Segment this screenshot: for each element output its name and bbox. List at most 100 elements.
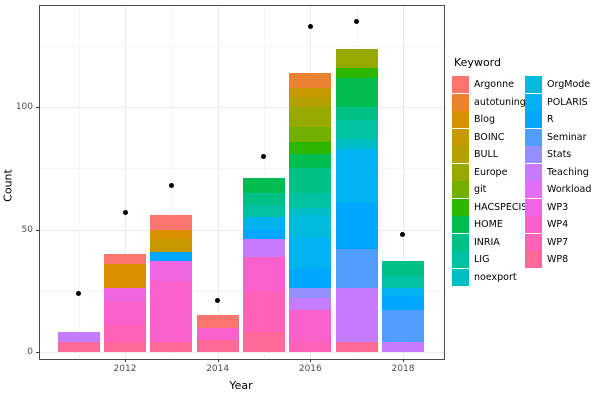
legend-swatch-Teaching — [525, 163, 542, 181]
bar-2013 — [150, 214, 193, 352]
bar-segment-2016-HOME — [289, 153, 332, 169]
legend-swatch-noexport — [452, 268, 469, 286]
bar-segment-2017-HOME — [335, 77, 378, 108]
legend-label-WP4: WP4 — [547, 219, 569, 231]
bar-segment-2013-BOINC — [150, 239, 193, 252]
point-2013 — [168, 183, 174, 189]
gridline-y-minor-75 — [40, 168, 444, 170]
bar-segment-2012-Argonne — [104, 254, 146, 264]
legend-label-WP3: WP3 — [547, 201, 569, 213]
bar-segment-2017-POLARIS — [335, 148, 378, 203]
bar-segment-2013-WP8 — [150, 342, 193, 352]
bar-segment-2012-WP7 — [104, 325, 146, 343]
y-axis-title: Count — [1, 169, 15, 202]
x-tick-2016 — [310, 359, 312, 362]
bar-segment-2016-BULL — [289, 97, 332, 108]
legend-swatch-Argonne — [452, 76, 469, 94]
legend-label-autotuning: autotuning — [474, 96, 526, 108]
legend-swatch-autotuning — [452, 93, 469, 111]
bar-segment-2018-Teaching — [381, 342, 424, 352]
legend-label-Workload: Workload — [547, 184, 592, 196]
point-2018 — [400, 232, 406, 238]
legend-swatch-WP3 — [525, 198, 542, 216]
bar-segment-2012-Blog — [104, 263, 146, 289]
x-tick-2014 — [217, 359, 219, 362]
bar-segment-2017-noexport — [335, 139, 378, 149]
bar-segment-2016-Europe — [289, 107, 332, 127]
point-2012 — [122, 210, 128, 216]
bar-segment-2011-Teaching — [57, 332, 100, 343]
x-tick-label-2014: 2014 — [206, 364, 230, 374]
gridline-y-minor-25 — [40, 290, 444, 292]
legend-swatch-BOINC — [452, 128, 469, 146]
x-tick-2018 — [402, 359, 404, 362]
bar-segment-2017-Europe — [335, 48, 378, 69]
legend-item-Europe: Europe — [452, 163, 525, 182]
legend-item-OrgMode: OrgMode — [525, 76, 591, 94]
legend: Keyword Argonne autotuning Blog BOINC BULL Eu… — [452, 56, 598, 286]
y-tick-label-0: 0 — [27, 347, 33, 357]
point-2014 — [215, 298, 221, 304]
x-axis-title: Year — [229, 379, 253, 392]
bar-segment-2015-WP8 — [242, 332, 285, 352]
legend-swatch-BULL — [452, 146, 469, 164]
bar-segment-2018-Seminar — [381, 310, 424, 343]
bar-segment-2014-WP8 — [196, 339, 239, 352]
legend-column-2: OrgMode POLARIS R Seminar Stats Teaching Workl… — [525, 76, 591, 286]
bar-segment-2015-WP4 — [242, 256, 285, 291]
legend-swatch-INRIA — [452, 233, 469, 251]
legend-item-POLARIS: POLARIS — [525, 93, 591, 112]
legend-label-LIG: LIG — [474, 254, 490, 266]
legend-item-noexport: noexport — [452, 268, 525, 287]
legend-swatch-HACSPECIS — [452, 198, 469, 216]
bar-segment-2016-INRIA — [289, 168, 332, 193]
legend-column-1: Argonne autotuning Blog BOINC BULL Europe git H… — [452, 76, 528, 287]
bar-segment-2015-WP7 — [242, 290, 285, 333]
bar-2017 — [335, 48, 378, 352]
bar-2011 — [57, 332, 100, 352]
y-tick-label-100: 100 — [15, 102, 33, 113]
bar-segment-2012-WP3 — [104, 288, 146, 301]
legend-item-INRIA: INRIA — [452, 233, 525, 252]
legend-label-WP7: WP7 — [547, 236, 569, 248]
legend-columns: Argonne autotuning Blog BOINC BULL Europe git H… — [452, 76, 598, 286]
bar-segment-2015-Teaching — [242, 239, 285, 257]
bar-segment-2016-OrgMode — [289, 214, 332, 237]
legend-label-Stats: Stats — [547, 149, 572, 161]
y-tick-50 — [36, 229, 39, 231]
bar-segment-2017-Seminar — [335, 249, 378, 289]
gridline-y-0 — [40, 352, 444, 353]
legend-swatch-Seminar — [525, 128, 542, 146]
legend-swatch-OrgMode — [525, 76, 542, 94]
gridline-x-2013 — [171, 6, 173, 359]
point-2017 — [354, 19, 360, 25]
bar-segment-2016-HACSPECIS — [289, 141, 332, 154]
bar-segment-2016-R — [289, 268, 332, 289]
legend-item-WP4: WP4 — [525, 216, 591, 234]
legend-label-HOME: HOME — [474, 219, 503, 231]
x-tick-2012 — [125, 359, 126, 362]
bar-segment-2015-R — [242, 229, 285, 240]
legend-label-BULL: BULL — [474, 149, 499, 161]
point-2015 — [261, 153, 267, 159]
legend-label-Europe: Europe — [474, 166, 508, 178]
bar-segment-2018-LIG — [381, 276, 424, 289]
bar-segment-2017-WP8 — [335, 342, 378, 352]
bar-2018 — [381, 261, 424, 352]
legend-item-BOINC: BOINC — [452, 128, 525, 147]
legend-label-noexport: noexport — [474, 271, 517, 283]
bar-segment-2017-R — [335, 202, 378, 250]
bar-segment-2015-POLARIS — [242, 217, 285, 230]
legend-item-LIG: LIG — [452, 251, 525, 269]
gridline-x-2018 — [402, 6, 404, 359]
legend-label-POLARIS: POLARIS — [547, 96, 588, 108]
legend-label-HACSPECIS: HACSPECIS — [474, 201, 528, 213]
legend-item-git: git — [452, 181, 525, 199]
legend-label-OrgMode: OrgMode — [547, 79, 591, 91]
gridline-y-100 — [40, 107, 444, 109]
gridline-x-2011 — [78, 6, 80, 359]
bar-segment-2018-INRIA — [381, 261, 424, 277]
bar-segment-2016-noexport — [289, 207, 332, 215]
bar-segment-2012-WP8 — [104, 342, 146, 352]
legend-swatch-WP8 — [525, 251, 542, 269]
